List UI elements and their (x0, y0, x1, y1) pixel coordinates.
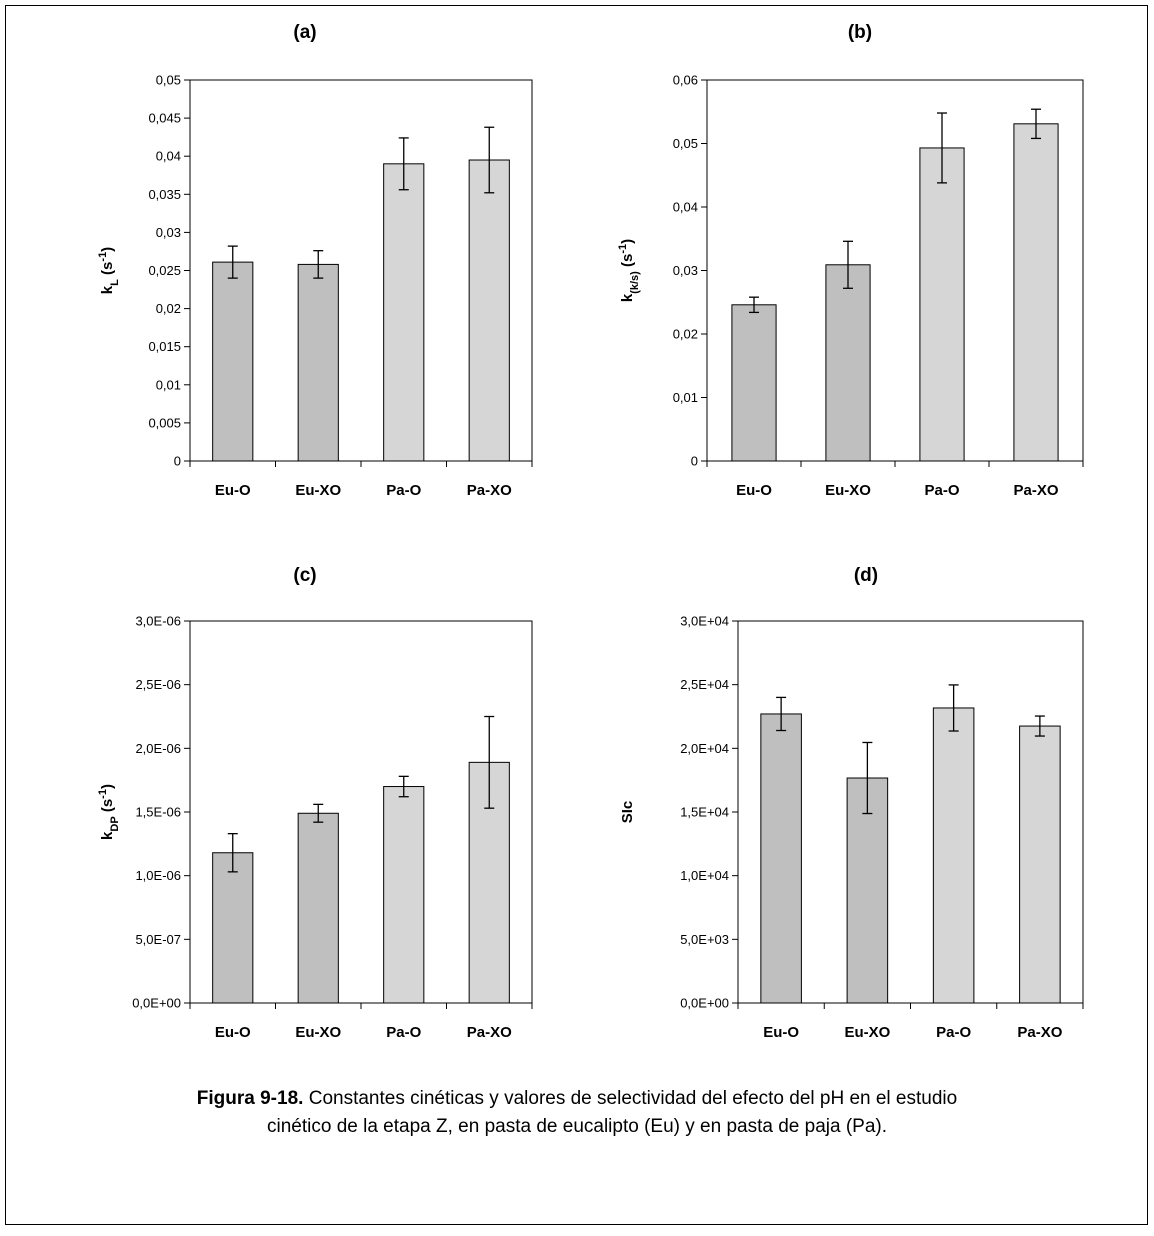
y-axis-label: k(k/s) (s-1) (617, 239, 641, 302)
bar (846, 777, 889, 1004)
x-tick-label: Eu-XO (844, 1024, 890, 1041)
x-tick-label: Eu-O (763, 1024, 799, 1041)
y-tick-label: 5,0E-07 (135, 932, 181, 947)
y-axis-label-part: L (109, 279, 121, 286)
y-tick-label: 0,02 (156, 301, 181, 316)
y-axis-label-part: -1 (97, 252, 109, 262)
y-tick-label: 0 (691, 454, 698, 469)
y-axis-label-part: ) (619, 239, 636, 244)
bar (297, 263, 339, 462)
chart-title: (c) (293, 565, 316, 586)
y-tick-label: 0,025 (148, 263, 181, 278)
bar (1013, 123, 1059, 462)
x-tick-label: Eu-O (215, 1024, 251, 1041)
y-axis-label-part: k (99, 831, 116, 840)
x-tick-label: Eu-XO (825, 482, 871, 499)
bar (825, 264, 871, 462)
chart-title: (a) (293, 22, 316, 43)
y-axis-label: kDP (s-1) (97, 784, 121, 840)
x-tick-label: Pa-XO (1017, 1024, 1062, 1041)
y-tick-label: 0,05 (156, 73, 181, 88)
y-tick-label: 1,5E+04 (680, 805, 729, 820)
y-tick-label: 0,005 (148, 415, 181, 430)
x-tick-label: Eu-O (215, 482, 251, 499)
y-tick-label: 0,05 (673, 136, 698, 151)
x-tick-label: Eu-XO (295, 1024, 341, 1041)
x-tick-label: Pa-XO (1013, 482, 1058, 499)
y-tick-label: 0,045 (148, 111, 181, 126)
y-axis-label-part: (k/s) (629, 271, 641, 294)
bar (760, 713, 802, 1004)
bar (297, 812, 339, 1004)
y-tick-label: 0,04 (673, 200, 698, 215)
caption-text: Constantes cinéticas y valores de select… (303, 1088, 957, 1109)
y-tick-label: 2,0E-06 (135, 741, 181, 756)
y-tick-label: 0,0E+00 (680, 996, 729, 1011)
caption-label: Figura 9-18. (197, 1088, 304, 1109)
y-axis-label-part: SIc (619, 801, 636, 824)
y-tick-label: 0,035 (148, 187, 181, 202)
y-tick-label: 3,0E-06 (135, 614, 181, 629)
y-tick-label: 0,02 (673, 327, 698, 342)
y-axis-label: kL (s-1) (97, 247, 121, 294)
bar (1019, 725, 1061, 1004)
y-tick-label: 0,01 (673, 390, 698, 405)
y-tick-label: 5,0E+03 (680, 932, 729, 947)
y-tick-label: 0,015 (148, 339, 181, 354)
chart-title: (d) (854, 565, 878, 586)
bar (932, 707, 975, 1004)
y-tick-label: 2,5E+04 (680, 677, 729, 692)
y-axis-label-part: k (99, 285, 116, 294)
y-axis-label-part: (s (99, 262, 116, 280)
caption-line: Figura 9-18. Constantes cinéticas y valo… (197, 1088, 957, 1109)
y-tick-label: 0,03 (156, 225, 181, 240)
y-tick-label: 1,0E+04 (680, 868, 729, 883)
bar (212, 261, 254, 462)
x-tick-label: Pa-XO (467, 1024, 512, 1041)
y-axis-label-part: (s (619, 254, 636, 272)
bar (731, 304, 777, 462)
chart-title: (b) (848, 22, 872, 43)
y-tick-label: 1,0E-06 (135, 868, 181, 883)
y-tick-label: 0,06 (673, 73, 698, 88)
y-tick-label: 0,0E+00 (132, 996, 181, 1011)
y-tick-label: 0,03 (673, 263, 698, 278)
y-axis-label-part: (s (99, 799, 116, 817)
x-tick-label: Pa-XO (467, 482, 512, 499)
x-tick-label: Pa-O (386, 482, 421, 499)
bar (212, 852, 254, 1004)
x-tick-label: Eu-XO (295, 482, 341, 499)
bar (919, 147, 965, 462)
caption-line: cinético de la etapa Z, en pasta de euca… (267, 1116, 887, 1137)
x-tick-label: Pa-O (924, 482, 959, 499)
y-tick-label: 2,0E+04 (680, 741, 729, 756)
bar (383, 163, 425, 462)
bar (383, 786, 425, 1004)
bar (468, 159, 510, 462)
y-axis-label-part: -1 (617, 244, 629, 254)
y-axis-label-part: ) (99, 247, 116, 252)
y-axis-label-part: k (619, 293, 636, 302)
y-tick-label: 0 (174, 454, 181, 469)
x-tick-label: Pa-O (386, 1024, 421, 1041)
y-tick-label: 1,5E-06 (135, 805, 181, 820)
x-tick-label: Pa-O (936, 1024, 971, 1041)
y-tick-label: 3,0E+04 (680, 614, 729, 629)
y-tick-label: 0,01 (156, 377, 181, 392)
x-tick-label: Eu-O (736, 482, 772, 499)
y-tick-label: 0,04 (156, 149, 181, 164)
y-axis-label-part: DP (109, 816, 121, 831)
y-axis-label-part: ) (99, 784, 116, 789)
y-axis-label: SIc (619, 801, 636, 824)
y-tick-label: 2,5E-06 (135, 677, 181, 692)
y-axis-label-part: -1 (97, 789, 109, 799)
